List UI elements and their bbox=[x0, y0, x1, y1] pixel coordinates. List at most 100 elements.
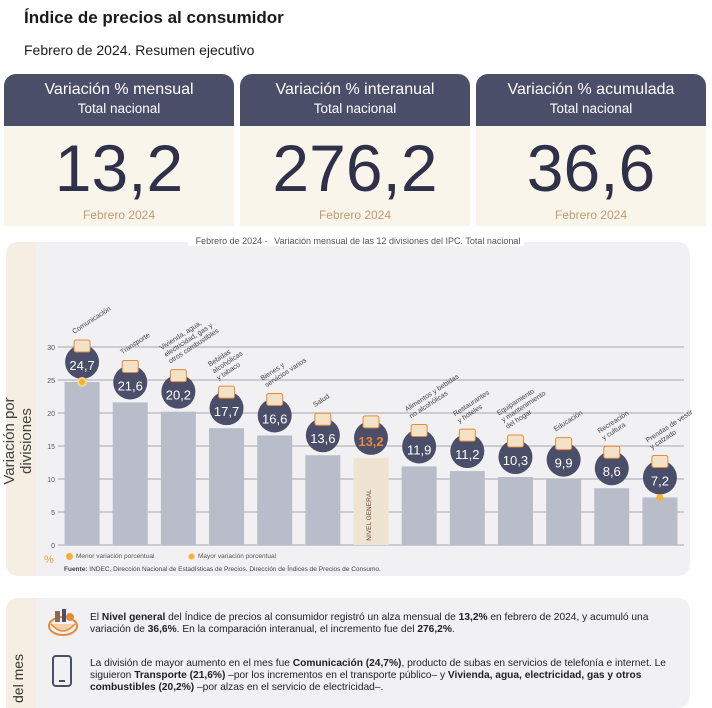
value-bubble bbox=[642, 460, 677, 495]
chart-title: Febrero de 2024 - Variación mensual de l… bbox=[0, 236, 712, 246]
bar bbox=[497, 477, 533, 545]
value-label: 13,2 bbox=[358, 434, 383, 449]
card-title: Variación % acumulada bbox=[507, 81, 675, 98]
value-label: 11,9 bbox=[407, 442, 431, 457]
summary-paragraph-1: El Nivel general del Índice de precios a… bbox=[90, 612, 680, 636]
division-icon bbox=[73, 339, 91, 353]
value-bubble bbox=[354, 420, 388, 455]
text-part: en febrero de 2024, y acumuló una variac… bbox=[90, 612, 649, 635]
card-subtitle: Total nacional bbox=[549, 101, 633, 116]
legend-min-dot bbox=[66, 553, 73, 560]
bar bbox=[401, 466, 437, 545]
value-label: 7,2 bbox=[651, 473, 669, 488]
text-part: El bbox=[90, 612, 102, 623]
bar bbox=[449, 471, 485, 545]
division-icon bbox=[362, 415, 380, 429]
value-bubble bbox=[594, 451, 629, 486]
card-value: 36,6 bbox=[526, 131, 656, 205]
legend-max-dot bbox=[188, 553, 195, 560]
source-text: INDEC, Dirección Nacional de Estadística… bbox=[89, 566, 381, 573]
value-label: 24,7 bbox=[69, 358, 94, 373]
text-bold: Vivienda, agua, electricidad, gas y otro… bbox=[90, 670, 642, 693]
value-label: 16,6 bbox=[262, 411, 287, 426]
division-icon bbox=[266, 392, 284, 406]
text-bold: Transporte (21,6%) bbox=[134, 670, 226, 681]
bar bbox=[209, 428, 245, 545]
source-label: Fuente: bbox=[64, 566, 88, 573]
card-subtitle: Total nacional bbox=[77, 101, 161, 116]
category-label: Comunicación bbox=[71, 306, 112, 336]
division-icon bbox=[651, 454, 669, 468]
value-bubble bbox=[498, 440, 533, 475]
category-label-line: Transporte bbox=[120, 332, 152, 356]
value-label: 8,6 bbox=[603, 464, 621, 479]
card-title: Variación % mensual bbox=[44, 81, 194, 98]
bar bbox=[112, 402, 148, 545]
text-part: La división de mayor aumento en el mes f… bbox=[90, 658, 293, 669]
y-tick-label: 0 bbox=[51, 543, 55, 550]
y-tick-label: 30 bbox=[47, 345, 55, 352]
text-part: . bbox=[451, 624, 455, 635]
bar bbox=[160, 411, 196, 545]
value-label: 9,9 bbox=[555, 456, 573, 471]
page-title: Índice de precios al consumidor bbox=[24, 8, 284, 27]
division-icon bbox=[314, 412, 332, 426]
category-label: Vivienda, agua,electricidad, gas yotros … bbox=[159, 320, 221, 366]
text-bold: Nivel general bbox=[101, 612, 166, 623]
y-tick-label: 20 bbox=[47, 411, 55, 418]
card-value: 13,2 bbox=[54, 131, 184, 205]
value-bubble bbox=[450, 434, 485, 469]
bar bbox=[594, 488, 630, 545]
division-icon bbox=[218, 385, 236, 399]
bar bbox=[642, 497, 678, 545]
bar bbox=[64, 381, 100, 545]
card-period: Febrero 2024 bbox=[554, 208, 628, 222]
value-bubble bbox=[161, 374, 196, 409]
y-tick-label: 25 bbox=[47, 378, 55, 385]
division-icon bbox=[458, 428, 476, 442]
value-label: 17,7 bbox=[214, 404, 239, 419]
phone-icon bbox=[50, 654, 76, 695]
card-title: Variación % interanual bbox=[275, 81, 435, 98]
value-bubble bbox=[546, 442, 581, 477]
bar bbox=[305, 455, 341, 545]
division-icon bbox=[121, 359, 139, 373]
highlight-bar-label: NIVEL GENERAL bbox=[366, 489, 373, 541]
card-period: Febrero 2024 bbox=[82, 208, 156, 222]
y-tick-label: 15 bbox=[47, 444, 55, 451]
value-bubble bbox=[257, 398, 292, 433]
text-bold: 13,2% bbox=[458, 612, 488, 623]
page-subtitle: Febrero de 2024. Resumen ejecutivo bbox=[24, 42, 255, 58]
text-part: –por alzas en el servicio de electricida… bbox=[194, 682, 384, 693]
value-label: 11,2 bbox=[455, 447, 479, 462]
division-icon bbox=[506, 434, 524, 448]
y-unit-label: % bbox=[44, 554, 54, 566]
card-period: Febrero 2024 bbox=[318, 208, 392, 222]
text-part: del Índice de precios al consumidor regi… bbox=[165, 612, 459, 623]
category-label-line: Comunicación bbox=[71, 306, 112, 336]
basket-icon bbox=[46, 604, 80, 643]
summary-paragraph-2: La división de mayor aumento en el mes f… bbox=[90, 658, 680, 694]
y-tick-label: 10 bbox=[47, 477, 55, 484]
legend-min: Menor variación porcentual bbox=[66, 553, 154, 560]
card-value: 276,2 bbox=[272, 131, 438, 205]
division-icon bbox=[410, 423, 428, 437]
chart-source: Fuente: INDEC, Dirección Nacional de Est… bbox=[64, 566, 381, 573]
category-label-line: Salud bbox=[312, 393, 331, 409]
text-bold: 36,6% bbox=[147, 624, 177, 635]
value-label: 21,6 bbox=[118, 378, 143, 393]
card-cumulative: Variación % acumulada Total nacional 36,… bbox=[476, 74, 706, 226]
division-icon bbox=[555, 437, 573, 451]
legend-max-label: Mayor variación porcentual bbox=[198, 553, 277, 561]
text-part: . En la comparación interanual, el incre… bbox=[176, 624, 418, 635]
bar bbox=[546, 479, 582, 545]
card-monthly: Variación % mensual Total nacional 13,2 … bbox=[4, 74, 234, 226]
category-label-line: Alimentos y bebidas bbox=[404, 373, 461, 413]
summary-side-title: del mes bbox=[10, 653, 26, 703]
